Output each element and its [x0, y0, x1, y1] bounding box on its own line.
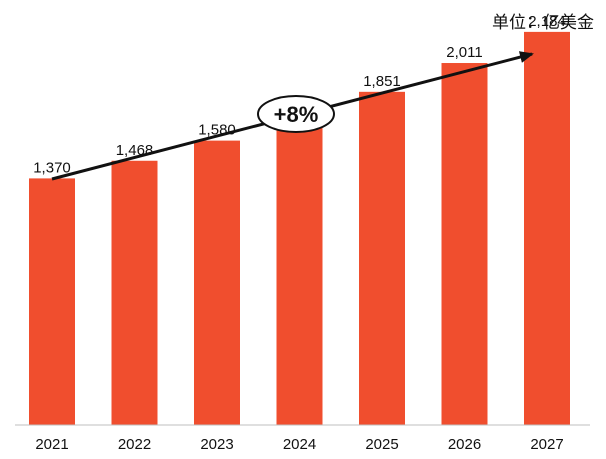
- bar-2025: [359, 91, 405, 425]
- value-label-2021: 1,370: [33, 159, 71, 176]
- bar-2024: [276, 118, 323, 426]
- x-tick-2021: 2021: [35, 436, 68, 453]
- unit-label: 单位：亿美金: [492, 13, 594, 33]
- x-tick-2022: 2022: [118, 436, 151, 453]
- value-label-2025: 1,851: [363, 73, 401, 90]
- x-tick-2023: 2023: [200, 436, 233, 453]
- x-tick-2024: 2024: [283, 436, 316, 453]
- bar-2026: [441, 63, 488, 426]
- growth-rate-label: +8%: [274, 102, 319, 127]
- x-tick-2026: 2026: [448, 436, 481, 453]
- value-label-2026: 2,011: [446, 44, 482, 61]
- growth-badge: [257, 95, 335, 133]
- bar-2021: [29, 178, 75, 425]
- bar-2022: [111, 160, 158, 425]
- x-tick-2027: 2027: [530, 436, 563, 453]
- bar-2023: [194, 140, 240, 425]
- x-tick-2025: 2025: [365, 436, 398, 453]
- bar-2027: [524, 31, 570, 425]
- value-label-2027: 2,184: [528, 13, 566, 30]
